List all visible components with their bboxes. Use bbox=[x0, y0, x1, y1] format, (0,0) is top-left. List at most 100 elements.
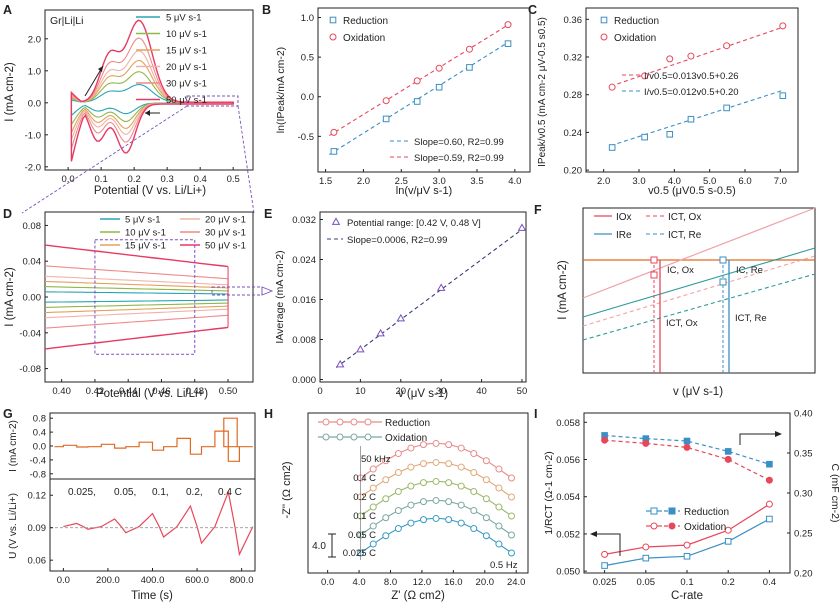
x-tick-label: 800.0 bbox=[230, 575, 254, 586]
data-point bbox=[420, 460, 427, 468]
data-point bbox=[683, 443, 691, 451]
annotation: ICT, Ox bbox=[666, 318, 698, 329]
data-point bbox=[407, 519, 415, 527]
legend-label: 20 μV s-1 bbox=[205, 215, 246, 226]
panel-label: F bbox=[534, 203, 542, 217]
y-tick-label: 0.24 bbox=[564, 128, 583, 139]
legend-label: 30 μV s-1 bbox=[166, 79, 207, 90]
y-tick-label: 0.054 bbox=[556, 492, 580, 503]
data-point bbox=[666, 55, 674, 63]
legend-label: Reduction bbox=[684, 507, 729, 518]
panel-g-bottom: 0.0 200.0 400.0 600.0 800.0 0.06 0.09 0.12 0.025… bbox=[28, 478, 256, 586]
zoom-line bbox=[21, 105, 188, 214]
y-tick-label: -0.8 bbox=[30, 469, 46, 480]
data-point bbox=[457, 519, 465, 527]
data-point bbox=[382, 495, 390, 503]
data-point bbox=[683, 541, 691, 549]
x-tick-label: 3.0 bbox=[433, 176, 446, 187]
data-point bbox=[495, 503, 503, 511]
legend-label: Oxidation bbox=[385, 433, 427, 444]
data-point bbox=[495, 522, 503, 530]
data-point bbox=[600, 33, 608, 41]
data-point bbox=[369, 503, 377, 511]
data-point bbox=[766, 460, 773, 468]
data-point bbox=[382, 514, 390, 522]
panel-label: A bbox=[3, 3, 12, 17]
data-point bbox=[779, 92, 787, 99]
y-axis-label: I (mA cm-2) bbox=[4, 267, 16, 327]
data-point bbox=[382, 115, 390, 123]
legend-marker bbox=[650, 522, 658, 530]
data-point bbox=[495, 484, 503, 492]
x-axis-label: v0.5 (μV0.5 s-0.5) bbox=[648, 185, 736, 197]
data-point bbox=[482, 514, 490, 522]
x-tick-label: 6.0 bbox=[738, 176, 751, 187]
y-tick-label: 0.8 bbox=[33, 414, 46, 425]
data-point bbox=[364, 433, 372, 441]
cell-label: Gr|Li|Li bbox=[50, 15, 83, 27]
data-point bbox=[482, 476, 490, 484]
i-ox-line bbox=[582, 207, 816, 299]
data-point bbox=[322, 418, 330, 426]
legend-label: Potential range: [0.42 V, 0.48 V] bbox=[347, 218, 481, 229]
data-point bbox=[723, 42, 731, 50]
x-tick-label: 20.0 bbox=[476, 577, 495, 588]
c-rate-label: 0.05, bbox=[114, 487, 136, 498]
x-tick-label: 400.0 bbox=[141, 575, 165, 586]
data-point bbox=[335, 359, 345, 368]
arrowhead bbox=[145, 110, 150, 116]
data-point bbox=[413, 77, 421, 85]
x-tick-label: 5.0 bbox=[703, 176, 716, 187]
data-point bbox=[432, 458, 440, 466]
data-point bbox=[329, 16, 337, 24]
y-tick-label: -0.5 bbox=[298, 132, 314, 143]
zoom-line bbox=[237, 105, 255, 214]
cv-curve bbox=[44, 291, 229, 295]
legend-label: Reduction bbox=[614, 16, 659, 27]
legend-label: Oxidation bbox=[614, 33, 656, 44]
x-tick-label: 3.5 bbox=[470, 176, 483, 187]
data-point bbox=[432, 514, 440, 522]
data-point bbox=[687, 52, 695, 60]
y-tick-label: 0.04 bbox=[23, 257, 42, 268]
x-tick-label: 0.2 bbox=[722, 577, 735, 588]
data-point bbox=[495, 540, 503, 548]
legend-marker bbox=[668, 522, 676, 530]
data-point bbox=[407, 463, 415, 471]
y-axis-label: I (mA cm-2) bbox=[8, 420, 19, 472]
plot-frame bbox=[307, 412, 529, 574]
data-point bbox=[396, 313, 406, 322]
x-tick-label: 0.46 bbox=[152, 386, 171, 397]
data-point bbox=[369, 465, 377, 473]
data-point bbox=[457, 501, 465, 509]
y-tick-label: 0.052 bbox=[556, 529, 580, 540]
c-rate-label: 0.4 C bbox=[218, 487, 242, 498]
plot-frame bbox=[317, 7, 531, 173]
data-point bbox=[376, 328, 385, 337]
x-tick-label: 40 bbox=[476, 386, 487, 397]
x-tick-label: 0.1 bbox=[95, 174, 108, 185]
fit-line bbox=[329, 40, 512, 156]
y-tick-label: 1.0 bbox=[301, 13, 314, 24]
data-point bbox=[601, 550, 609, 558]
x-tick-label: 12.0 bbox=[413, 577, 432, 588]
annotation: IC, Re bbox=[736, 265, 763, 276]
data-point bbox=[382, 476, 390, 484]
x-tick-label: 0.44 bbox=[119, 386, 138, 397]
data-point bbox=[683, 437, 691, 445]
data-point bbox=[394, 469, 402, 477]
y-tick-label: 0.40 bbox=[794, 409, 813, 420]
x-tick-label: 0.025 bbox=[593, 577, 617, 588]
data-point bbox=[445, 498, 453, 506]
plot-frame bbox=[319, 211, 527, 383]
legend-label: ICT, Re bbox=[668, 230, 702, 241]
panel-label: H bbox=[264, 407, 273, 421]
y-tick-label: 0.0 bbox=[33, 442, 46, 453]
panel-i-right: 0.20 0.25 0.30 0.35 0.40 bbox=[601, 409, 813, 580]
x-axis-label: Z' (Ω cm2) bbox=[391, 590, 445, 602]
plot-frame bbox=[583, 412, 791, 574]
data-point bbox=[435, 64, 443, 72]
data-point bbox=[364, 418, 372, 426]
data-point bbox=[508, 512, 515, 520]
